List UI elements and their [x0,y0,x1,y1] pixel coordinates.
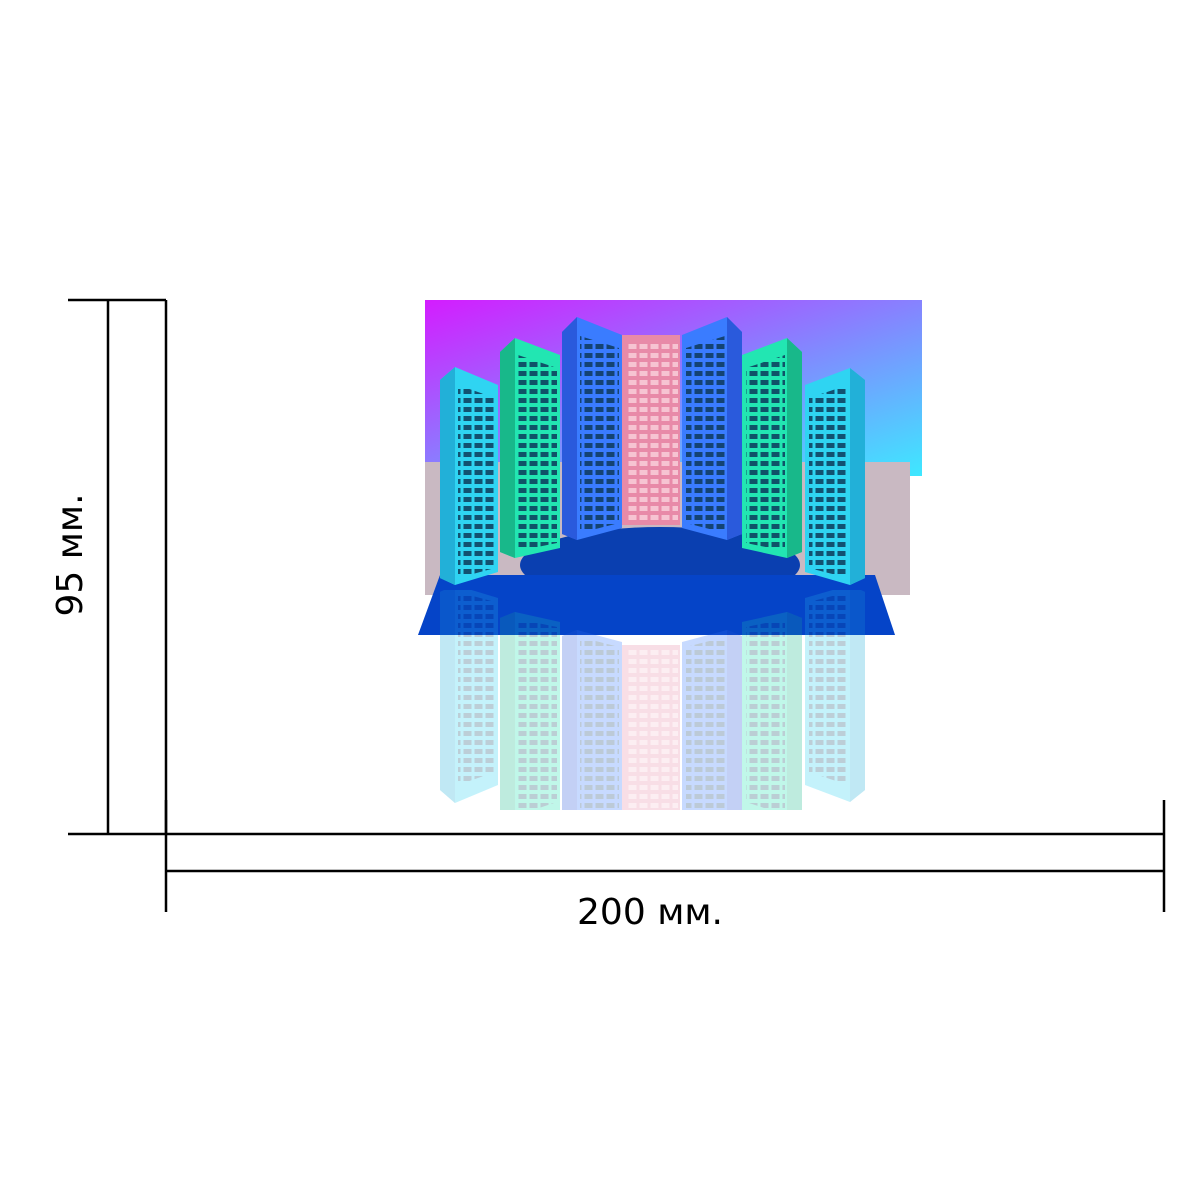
illustration [418,300,922,810]
dimension-lines [68,298,1166,912]
height-label: 95 мм. [50,493,91,616]
width-label: 200 мм. [577,892,723,933]
